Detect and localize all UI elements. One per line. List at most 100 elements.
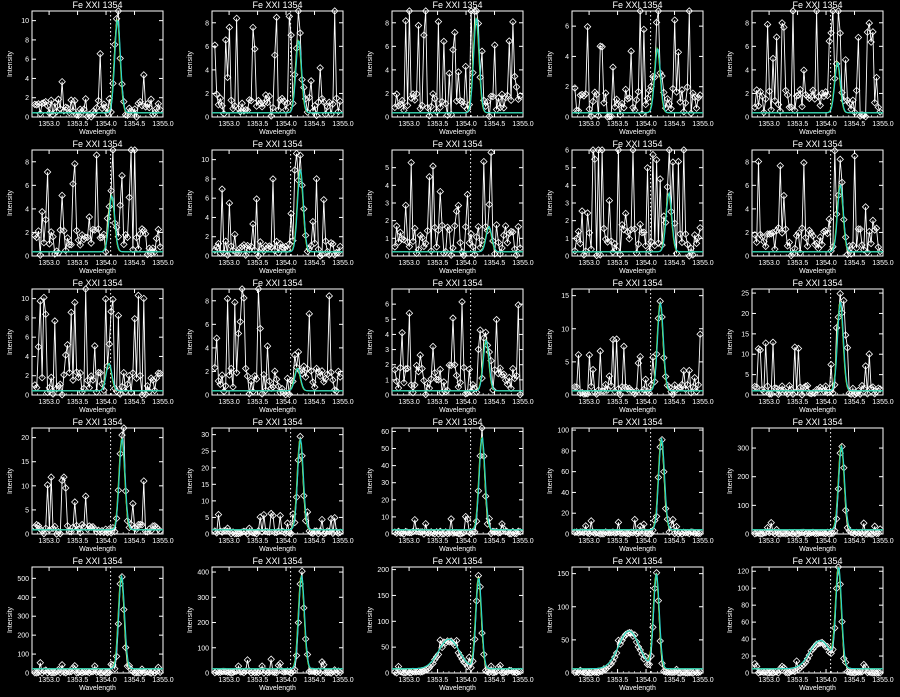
data-point — [820, 529, 828, 537]
x-tick-label: 1354.0 — [635, 677, 657, 684]
data-point — [478, 424, 486, 432]
data-point — [54, 95, 63, 104]
data-point — [60, 371, 68, 379]
data-point — [689, 89, 697, 97]
data-point — [460, 251, 468, 260]
data-point — [63, 667, 72, 676]
data-point — [269, 103, 277, 112]
data-point — [427, 247, 435, 255]
spectrum-line — [34, 427, 161, 535]
data-point — [765, 390, 774, 398]
data-point — [876, 385, 884, 393]
data-point — [809, 86, 817, 95]
data-point — [772, 33, 781, 41]
y-tick-label: 20 — [381, 497, 389, 504]
x-tick-label: 1355.0 — [332, 677, 354, 684]
y-tick-label: 6 — [205, 44, 209, 51]
data-point — [85, 213, 94, 221]
data-point — [243, 656, 252, 664]
data-point — [247, 377, 255, 385]
data-point — [221, 36, 230, 44]
x-tick-label: 1355.0 — [512, 677, 534, 684]
data-point — [440, 529, 448, 538]
data-point — [105, 525, 114, 533]
data-point — [640, 25, 648, 34]
data-point — [580, 92, 588, 100]
data-point — [281, 529, 290, 537]
data-point — [318, 94, 326, 103]
data-point — [67, 527, 75, 536]
data-point — [674, 384, 683, 392]
data-point — [818, 89, 826, 97]
data-point — [487, 92, 495, 101]
data-point — [807, 389, 815, 398]
y-tick-label: 500 — [17, 576, 29, 583]
data-point — [320, 377, 328, 386]
data-point — [54, 382, 63, 390]
data-point — [240, 107, 248, 115]
data-point — [463, 662, 472, 671]
x-tick-label: 1354.5 — [844, 121, 866, 128]
data-point — [225, 23, 234, 32]
x-tick-label: 1354.0 — [95, 399, 117, 406]
y-tick-label: 400 — [17, 595, 29, 602]
x-tick-label: 1355.0 — [332, 538, 354, 545]
data-point — [796, 85, 805, 94]
data-point — [751, 659, 759, 668]
panel-title: Fe XXI 1354 — [612, 417, 662, 427]
data-point — [672, 249, 681, 258]
data-point — [820, 640, 828, 648]
data-point — [592, 528, 601, 537]
x-axis-label: Wavelength — [259, 268, 296, 275]
data-point — [249, 23, 257, 32]
data-point — [258, 528, 266, 536]
data-point — [854, 225, 863, 233]
x-tick-label: 1355.0 — [512, 121, 534, 128]
data-point — [149, 667, 157, 676]
data-point — [443, 223, 452, 232]
x-tick-label: 1354.0 — [815, 538, 837, 545]
spectrum-line — [214, 153, 341, 257]
data-point — [656, 175, 664, 183]
data-point — [867, 38, 875, 46]
plot-frame — [211, 288, 344, 396]
data-point — [67, 308, 75, 317]
data-point — [438, 530, 446, 538]
y-tick-label: 150 — [377, 593, 389, 600]
y-tick-label: 5 — [205, 515, 209, 522]
data-point — [585, 351, 594, 359]
panel-title: Fe XXI 1354 — [72, 139, 122, 149]
data-point — [405, 528, 414, 537]
data-point — [271, 668, 279, 677]
data-point — [592, 90, 601, 99]
data-point — [267, 384, 275, 393]
data-point — [318, 515, 326, 524]
y-axis-label: Intensity — [547, 189, 554, 216]
data-point — [401, 365, 410, 373]
data-point — [616, 111, 625, 119]
data-point — [118, 382, 126, 391]
data-point — [443, 386, 452, 395]
x-axis-label: Wavelength — [619, 407, 656, 414]
data-point — [631, 225, 639, 233]
data-point — [620, 633, 628, 641]
data-point — [123, 111, 132, 120]
data-point — [510, 72, 519, 81]
data-point — [58, 661, 66, 669]
data-point — [674, 48, 683, 57]
data-point — [396, 228, 405, 237]
data-point — [234, 104, 243, 113]
data-point — [485, 200, 494, 209]
data-point — [78, 108, 86, 116]
panel-title: Fe XXI 1354 — [612, 0, 662, 10]
data-point — [416, 528, 425, 536]
data-point — [254, 252, 263, 260]
plot-frame — [31, 149, 164, 257]
data-point — [852, 86, 861, 95]
data-point — [865, 227, 874, 236]
data-point — [465, 239, 474, 247]
data-point — [798, 224, 806, 232]
data-point — [45, 109, 54, 117]
